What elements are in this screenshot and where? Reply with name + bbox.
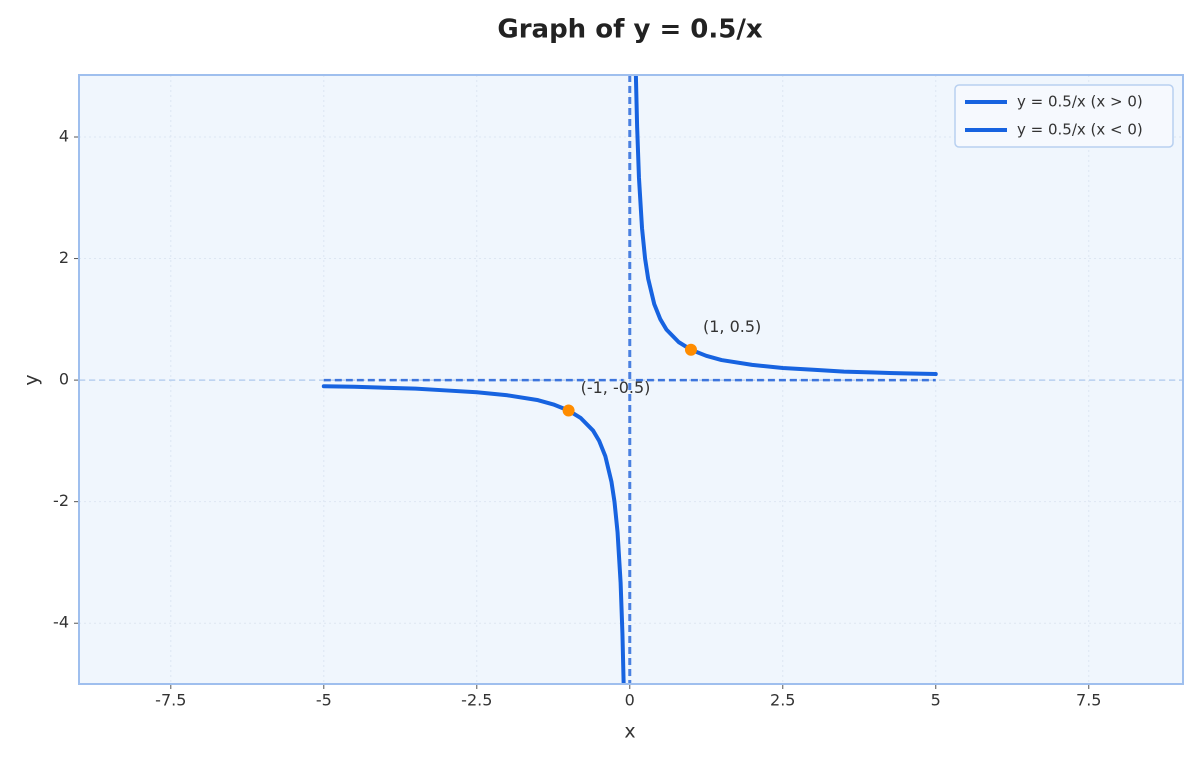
legend-box [954, 84, 1174, 148]
legend-label: y = 0.5/x (x > 0) [1017, 93, 1143, 111]
y-tick-label: 0 [59, 370, 69, 389]
plot-border [78, 74, 1184, 685]
series-line [633, 75, 938, 377]
y-tick-label: 4 [59, 126, 69, 145]
y-axis-label: y [21, 374, 43, 385]
point-label: (-1, -0.5) [581, 378, 651, 397]
x-axis-label: x [624, 721, 635, 743]
x-tick-label: 0 [625, 691, 635, 710]
x-tick-label: -2.5 [461, 691, 492, 710]
x-tick-label: 2.5 [770, 691, 795, 710]
x-tick-label: 5 [931, 691, 941, 710]
highlight-point [562, 404, 575, 417]
y-tick-label: -4 [53, 613, 69, 632]
x-tick-label: 7.5 [1076, 691, 1101, 710]
plot-content [79, 75, 1183, 684]
y-tick-label: -2 [53, 491, 69, 510]
series-line [321, 384, 626, 684]
highlight-point [684, 343, 697, 356]
legend-label: y = 0.5/x (x < 0) [1017, 121, 1143, 139]
y-tick-label: 2 [59, 248, 69, 267]
chart-title: Graph of y = 0.5/x [497, 15, 762, 45]
point-label: (1, 0.5) [703, 317, 761, 336]
x-tick-label: -5 [316, 691, 332, 710]
x-tick-label: -7.5 [155, 691, 186, 710]
